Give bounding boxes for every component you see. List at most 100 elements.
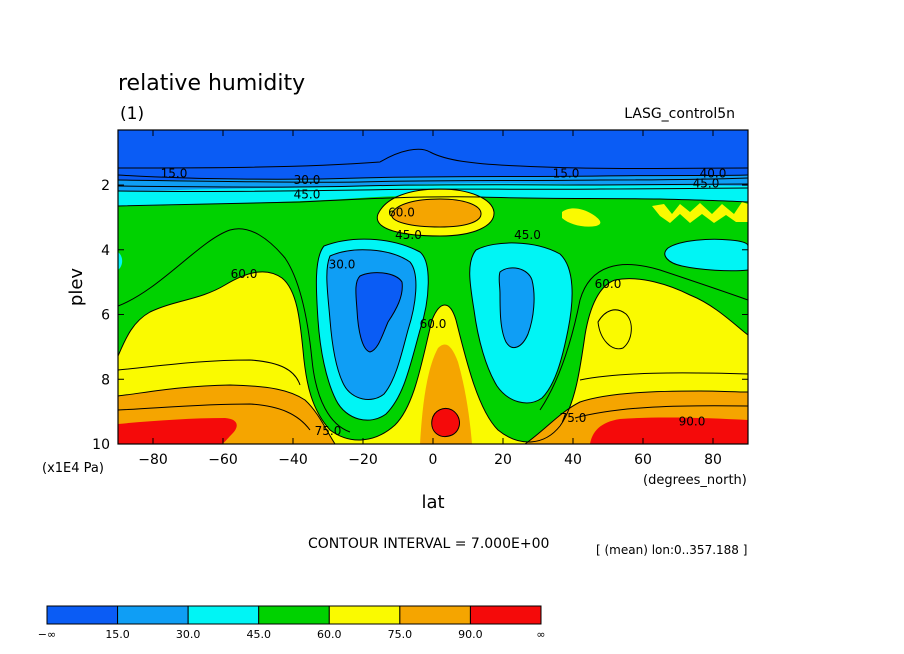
- contour-label: 45.0: [395, 228, 422, 242]
- contour-interval-label: CONTOUR INTERVAL = 7.000E+00: [308, 536, 549, 552]
- x-tick-label: −60: [208, 452, 238, 468]
- colorbar-label: −∞: [38, 628, 56, 641]
- fill-top-blue: [118, 130, 748, 180]
- contour-top-3: [118, 183, 748, 188]
- contour-right-core-inner: [498, 267, 535, 349]
- x-tick-label: 20: [494, 452, 512, 468]
- contour-label-text: 45.0: [395, 228, 422, 242]
- averaging-note: [ (mean) lon:0..357.188 ]: [596, 543, 747, 557]
- x-axis-title: lat: [421, 492, 444, 513]
- contour-label-text: 40.0: [700, 167, 727, 181]
- x-tick-label: −80: [138, 452, 168, 468]
- contour-label: 30.0: [329, 257, 356, 271]
- contour-label: 30.0: [294, 173, 321, 187]
- colorbar-label: 45.0: [246, 628, 271, 641]
- contour-label: 45.0: [294, 188, 321, 202]
- contour-label-text: 45.0: [514, 228, 541, 242]
- x-tick-label: 60: [634, 452, 652, 468]
- fill-red-left: [118, 418, 237, 444]
- contour-right-yellow-patch: [597, 309, 632, 350]
- x-tick-label: 80: [704, 452, 722, 468]
- colorbar-swatch: [469, 605, 542, 625]
- chart-title: relative humidity: [118, 71, 305, 96]
- dataset-label: LASG_control5n: [624, 106, 735, 122]
- contour-low-1: [118, 359, 301, 386]
- contour-label-text: 75.0: [560, 411, 587, 425]
- fill-left-edge-cyan: [118, 252, 123, 270]
- contour-orange-boundary: [118, 384, 748, 444]
- colorbar-swatch: [399, 605, 471, 625]
- contour-upper-blob-inner: [391, 198, 482, 228]
- contour-label: 60.0: [420, 317, 447, 331]
- contour-label-text: 45.0: [693, 176, 720, 190]
- y-tick-label: 6: [101, 308, 110, 324]
- fill-right-upper-cyan: [664, 239, 748, 271]
- x-tick-label: −20: [348, 452, 378, 468]
- contour-upper-blob: [376, 188, 495, 237]
- contour-yellow-boundary: [118, 271, 748, 443]
- colorbar-label: 15.0: [105, 628, 130, 641]
- y-axis-units: (x1E4 Pa): [42, 461, 104, 476]
- contour-label: 15.0: [553, 167, 580, 181]
- contour-lines: [118, 148, 748, 444]
- fill-low-orange: [118, 385, 748, 444]
- contour-label-text: 30.0: [329, 257, 356, 271]
- contour-label: 60.0: [595, 277, 622, 291]
- contour-top-5: [118, 196, 748, 207]
- fill-right-yellow-patch: [598, 309, 632, 349]
- contour-label: 60.0: [231, 267, 258, 281]
- contour-green-mid-left: [118, 228, 351, 433]
- contour-left-core-mid: [326, 249, 417, 400]
- y-tick-label: 4: [101, 243, 110, 259]
- y-tick-label: 10: [92, 437, 110, 453]
- y-axis-title: plev: [66, 268, 87, 307]
- contour-label: 40.0: [700, 167, 727, 181]
- contour-top-1: [118, 174, 748, 180]
- contour-labels: 15.0 30.045.015.0 40.045.060.045.0 45.060.0…: [161, 167, 727, 438]
- y-tick-label: 8: [101, 372, 110, 388]
- contour-label-text: 60.0: [388, 206, 415, 220]
- colorbar-label: 30.0: [176, 628, 201, 641]
- fill-red-right: [590, 417, 748, 444]
- x-tick-label: 0: [429, 452, 438, 468]
- colorbar-label: ∞: [536, 628, 545, 641]
- units-label: (1): [120, 104, 144, 124]
- contour-strat: [118, 148, 748, 169]
- colorbar-swatch: [328, 605, 401, 625]
- colorbar: −∞ 15.0 30.0 45.0 60.0 75.0 90.0 ∞: [38, 605, 546, 641]
- y-tick-label: 2: [101, 178, 110, 194]
- colorbar-swatch: [258, 605, 330, 625]
- colorbar-label: 75.0: [388, 628, 413, 641]
- fill-right-yellow-zigzag: [562, 202, 748, 227]
- contour-label: 75.0: [315, 424, 342, 438]
- contour-left-core-inner: [355, 272, 403, 353]
- contour-right-core-outer: [469, 242, 573, 404]
- colorbar-label: 90.0: [458, 628, 483, 641]
- plot-area: 15.0 30.045.015.0 40.045.060.045.0 45.060.0…: [118, 130, 748, 444]
- contour-label-text: 90.0: [679, 414, 706, 428]
- contour-low-4: [574, 405, 748, 419]
- colorbar-swatch: [46, 605, 119, 625]
- contour-low-3: [118, 403, 311, 431]
- fill-red-center: [431, 408, 460, 437]
- fill-left-blue: [355, 272, 403, 352]
- colorbar-label: 60.0: [317, 628, 342, 641]
- contour-label: 45.0: [693, 176, 720, 190]
- contour-label: 45.0: [514, 228, 541, 242]
- fill-upper-orange: [391, 199, 482, 227]
- contour-top-2: [118, 177, 748, 183]
- x-axis: −80 −60 −40 −20 0 20 40 60 80: [138, 130, 722, 468]
- contour-label-text: 45.0: [294, 188, 321, 202]
- contour-label-text: 60.0: [231, 267, 258, 281]
- y-axis: 2 4 6 8 10: [92, 178, 748, 453]
- contour-label: 15.0: [161, 167, 188, 181]
- colorbar-swatch: [187, 605, 260, 625]
- x-tick-label: −40: [278, 452, 308, 468]
- contour-label-text: 15.0: [161, 167, 188, 181]
- contour-label: 90.0: [679, 414, 706, 428]
- contour-top-4: [118, 187, 748, 192]
- contour-label-text: 60.0: [420, 317, 447, 331]
- x-tick-label: 40: [564, 452, 582, 468]
- contour-left-core-outer: [315, 238, 429, 421]
